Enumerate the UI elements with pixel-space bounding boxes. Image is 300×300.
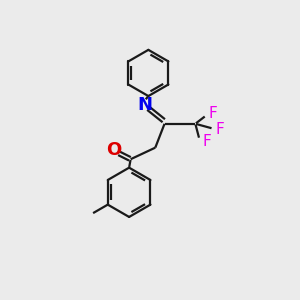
Text: N: N — [137, 96, 152, 114]
Text: O: O — [106, 141, 121, 159]
Text: F: F — [202, 134, 211, 149]
Text: F: F — [208, 106, 217, 121]
Text: F: F — [215, 122, 224, 137]
